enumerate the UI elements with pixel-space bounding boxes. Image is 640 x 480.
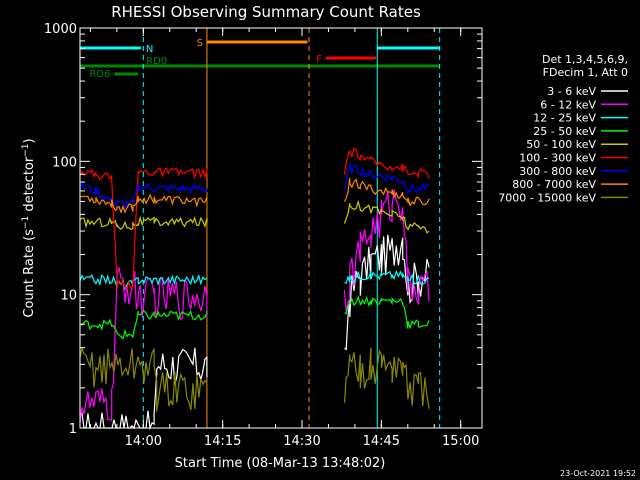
y-axis-label-mid: detector — [22, 156, 37, 216]
flag-label-3: RD0 — [146, 56, 167, 67]
x-tick-label-3: 14:45 — [363, 434, 400, 449]
x-tick-label-4: 15:00 — [442, 434, 479, 449]
y-axis-label-sup2: −1 — [21, 143, 31, 156]
series-layer — [79, 147, 430, 431]
y-tick-label-1: 10 — [60, 289, 77, 304]
series-7-line — [79, 178, 430, 214]
series-3-line — [79, 295, 430, 340]
x-tick-label-1: 14:15 — [204, 434, 241, 449]
y-axis-label-end: ) — [22, 138, 37, 143]
axes-layer: 14:00 14:15 14:30 14:45 15:00 1 10 100 1000 — [44, 22, 482, 449]
legend-header-0: Det 1,3,4,5,6,9, — [542, 53, 628, 66]
flag-label-0: N — [146, 44, 153, 55]
legend-label-7: 800 - 7000 keV — [512, 178, 596, 191]
legend-label-0: 3 - 6 keV — [547, 85, 596, 98]
series-6-line — [79, 163, 430, 210]
series-2-line — [79, 269, 430, 291]
legend-label-5: 100 - 300 keV — [519, 152, 596, 165]
x-tick-label-2: 14:30 — [283, 434, 320, 449]
legend-label-2: 12 - 25 keV — [533, 112, 596, 125]
flag-label-4: RD6 — [89, 69, 110, 80]
legend-label-3: 25 - 50 keV — [533, 125, 596, 138]
y-tick-label-3: 1000 — [44, 22, 77, 37]
legend-label-4: 50 - 100 keV — [526, 138, 596, 151]
legend-label-6: 300 - 800 keV — [519, 165, 596, 178]
flag-label-1: S — [197, 38, 203, 49]
series-5-line — [79, 147, 430, 290]
legend-label-1: 6 - 12 keV — [540, 98, 596, 111]
timestamp: 23-Oct-2021 19:52 — [560, 469, 636, 478]
y-tick-label-0: 1 — [69, 422, 77, 437]
legend: Det 1,3,4,5,6,9,FDecim 1, Att 0 3 - 6 keV… — [498, 53, 628, 204]
flag-bars-layer: N S F RD0 RD6 — [80, 38, 440, 80]
y-axis-label: Count Rate (s−1 detector−1) — [21, 138, 37, 317]
y-axis-label-base: Count Rate (s — [22, 229, 37, 318]
flag-label-2: F — [316, 54, 322, 65]
legend-header-1: FDecim 1, Att 0 — [543, 66, 628, 79]
chart-title: RHESSI Observing Summary Count Rates — [111, 3, 421, 21]
x-tick-label-0: 14:00 — [125, 434, 162, 449]
x-axis-label: Start Time (08-Mar-13 13:48:02) — [175, 456, 386, 471]
y-axis-label-sup1: −1 — [21, 216, 31, 229]
series-4-line — [79, 199, 430, 234]
y-tick-label-2: 100 — [52, 155, 77, 170]
plot-frame — [79, 27, 483, 429]
legend-label-8: 7000 - 15000 keV — [498, 191, 596, 204]
series-8-line — [79, 346, 430, 412]
